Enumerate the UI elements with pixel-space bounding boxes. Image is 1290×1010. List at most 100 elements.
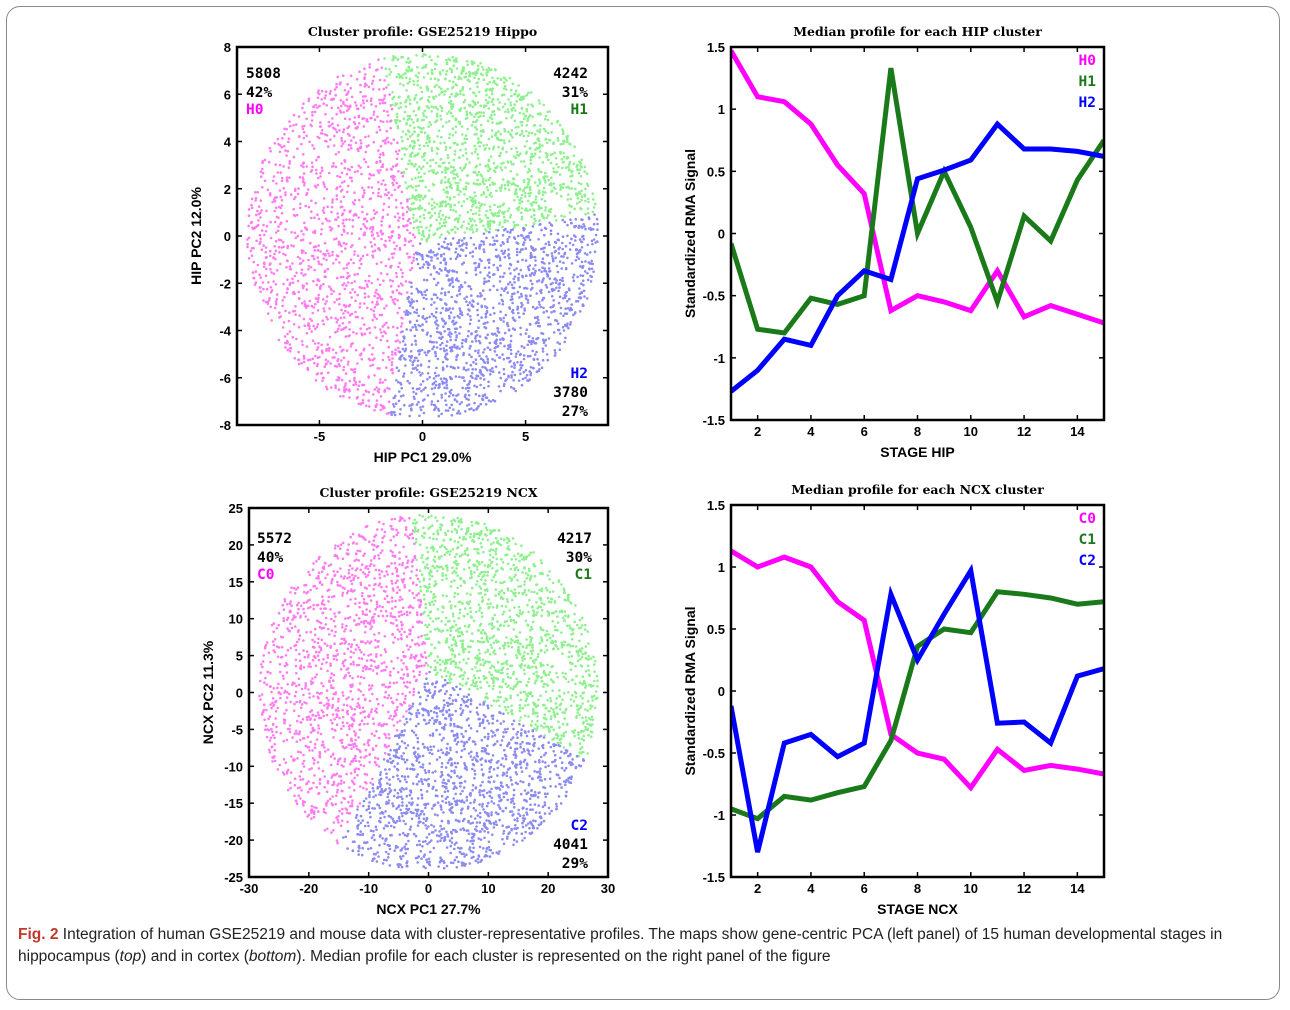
scatter-point [367, 279, 371, 283]
scatter-point [264, 728, 267, 731]
scatter-point [526, 171, 530, 174]
scatter-point [411, 363, 415, 367]
scatter-point [568, 142, 571, 146]
scatter-point [436, 107, 439, 111]
scatter-point [434, 316, 438, 319]
scatter-point [473, 101, 477, 105]
scatter-point [339, 275, 343, 279]
scatter-point [289, 268, 293, 271]
scatter-point [543, 246, 546, 250]
scatter-point [332, 780, 336, 784]
scatter-point [532, 200, 536, 204]
scatter-point [334, 152, 338, 156]
scatter-point [504, 313, 508, 317]
scatter-point [390, 518, 394, 521]
scatter-point [263, 158, 267, 162]
scatter-point [380, 220, 383, 223]
scatter-point [431, 347, 434, 351]
scatter-point [449, 338, 453, 342]
scatter-point [398, 350, 402, 354]
scatter-point [520, 301, 523, 305]
scatter-point [484, 396, 488, 399]
scatter-point [510, 182, 514, 186]
scatter-point [488, 230, 491, 234]
scatter-point [510, 116, 513, 119]
scatter-point [507, 356, 511, 360]
scatter-point [342, 111, 346, 114]
scatter-point [565, 312, 569, 316]
scatter-point [566, 322, 569, 326]
scatter-point [486, 70, 490, 74]
scatter-point [363, 67, 366, 70]
scatter-point [428, 55, 432, 58]
scatter-point [284, 701, 288, 704]
scatter-point [555, 286, 558, 290]
scatter-point [340, 171, 344, 174]
scatter-point [550, 288, 554, 291]
scatter-point [420, 167, 423, 170]
scatter-point [447, 101, 451, 104]
scatter-point [431, 382, 435, 386]
scatter-point [274, 163, 278, 166]
scatter-point [293, 309, 297, 313]
scatter-point [439, 311, 443, 315]
scatter-point [583, 225, 586, 228]
scatter-point [586, 207, 590, 210]
scatter-point [302, 102, 305, 105]
scatter-point [388, 93, 392, 96]
scatter-point [415, 356, 418, 360]
scatter-point [316, 711, 320, 714]
scatter-point [274, 206, 278, 209]
scatter-point [370, 308, 373, 311]
scatter-point [395, 181, 399, 185]
scatter-point [332, 679, 335, 682]
scatter-point [354, 759, 358, 763]
scatter-point [375, 603, 379, 606]
scatter-point [409, 328, 412, 332]
scatter-point [456, 175, 460, 178]
scatter-point [397, 106, 401, 110]
scatter-point [568, 168, 571, 171]
scatter-point [344, 247, 347, 250]
scatter-point [441, 213, 445, 217]
scatter-point [346, 232, 349, 235]
scatter-point [359, 568, 363, 572]
scatter-point [498, 371, 501, 374]
scatter-point [554, 156, 558, 160]
scatter-point [445, 381, 448, 384]
scatter-point [516, 350, 520, 353]
scatter-point [438, 236, 442, 239]
scatter-point [359, 785, 362, 788]
scatter-point [394, 402, 398, 406]
scatter-point [579, 174, 583, 178]
scatter-point [505, 116, 508, 120]
scatter-point [317, 217, 321, 221]
scatter-point [410, 140, 414, 143]
scatter-point [448, 132, 452, 136]
scatter-point [546, 358, 550, 362]
scatter-point [485, 143, 489, 147]
scatter-point [338, 292, 342, 296]
scatter-point [381, 139, 385, 143]
scatter-point [426, 98, 430, 102]
scatter-point [580, 240, 584, 244]
scatter-point [274, 239, 278, 243]
scatter-point [351, 288, 354, 291]
scatter-point [277, 142, 280, 146]
scatter-point [307, 205, 311, 209]
scatter-point [428, 170, 431, 173]
scatter-point [523, 227, 526, 231]
scatter-point [366, 253, 369, 257]
scatter-point [333, 356, 336, 359]
scatter-point [320, 166, 324, 170]
scatter-point [414, 74, 418, 77]
scatter-point [273, 196, 277, 200]
scatter-point [449, 257, 453, 261]
scatter-point [315, 158, 318, 162]
scatter-point [567, 326, 570, 330]
scatter-point [314, 302, 317, 306]
scatter-point [464, 75, 468, 79]
scatter-point [325, 713, 329, 717]
scatter-point [512, 221, 516, 224]
scatter-point [547, 209, 551, 213]
